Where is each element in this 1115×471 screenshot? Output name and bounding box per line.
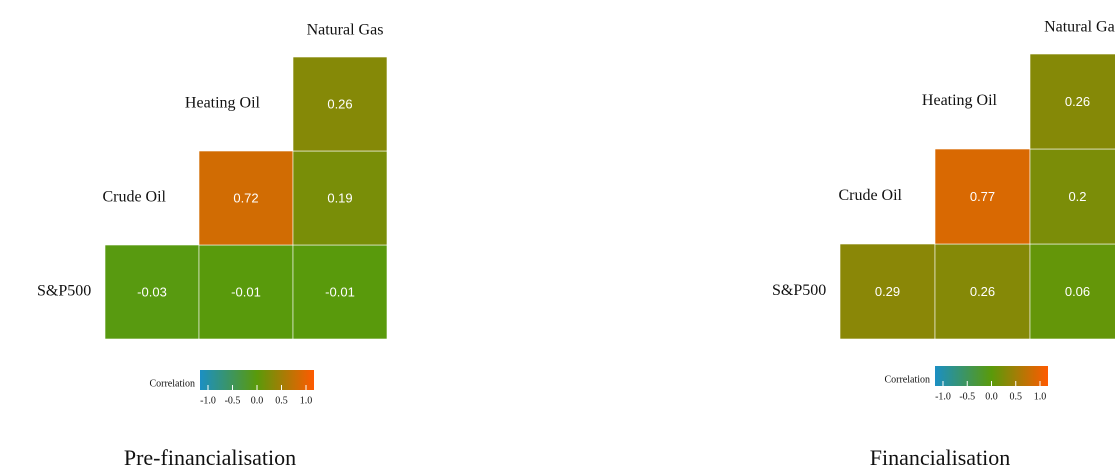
- row-label: Crude Oil: [838, 187, 902, 204]
- legend-title: Correlation: [884, 374, 930, 385]
- cell-label: 0.2: [1068, 189, 1086, 204]
- heat-cell: [934, 148, 1031, 245]
- row-label: S&P500: [37, 283, 91, 300]
- cell-label: 0.77: [970, 189, 995, 204]
- cell-label: 0.19: [327, 190, 352, 205]
- cell-label: 0.26: [1065, 94, 1090, 109]
- cell-label: -0.01: [231, 284, 261, 299]
- heat-cell: [1029, 148, 1115, 245]
- colorbar-tick-label: 1.0: [300, 395, 313, 406]
- colorbar-tick-label: -0.5: [959, 391, 975, 402]
- colorbar-tick-label: -1.0: [935, 391, 951, 402]
- legend-title: Correlation: [149, 378, 195, 389]
- chart-title: Pre-financialisation: [124, 445, 296, 470]
- cell-label: 0.06: [1065, 284, 1090, 299]
- colorbar: [200, 370, 314, 390]
- heat-cell: [198, 150, 294, 246]
- colorbar-tick-label: 1.0: [1034, 391, 1047, 402]
- colorbar-tick-label: 0.5: [1010, 391, 1023, 402]
- column-label: Natural Gas: [1044, 19, 1115, 36]
- row-label: Crude Oil: [102, 189, 166, 206]
- cell-label: 0.72: [233, 190, 258, 205]
- row-label: S&P500: [772, 282, 826, 299]
- heat-cell: [934, 243, 1031, 340]
- row-label: Heating Oil: [185, 95, 261, 112]
- row-label: Heating Oil: [922, 92, 998, 109]
- colorbar-tick-label: 0.5: [275, 395, 288, 406]
- colorbar-tick-label: -0.5: [225, 395, 241, 406]
- heat-cell: [292, 56, 388, 152]
- cell-label: 0.26: [970, 284, 995, 299]
- cell-label: -0.01: [325, 284, 355, 299]
- cell-label: 0.29: [875, 284, 900, 299]
- colorbar: [935, 366, 1048, 386]
- colorbar-tick-label: -1.0: [200, 395, 216, 406]
- colorbar-tick-label: 0.0: [985, 391, 998, 402]
- heat-cell: [104, 244, 200, 340]
- cell-label: -0.03: [137, 284, 167, 299]
- heat-cell: [198, 244, 294, 340]
- colorbar-tick-label: 0.0: [251, 395, 264, 406]
- heat-cell: [839, 243, 936, 340]
- chart-title: Financialisation: [870, 445, 1011, 470]
- cell-label: 0.26: [327, 96, 352, 111]
- column-label: Natural Gas: [307, 22, 384, 39]
- heat-cell: [1029, 53, 1115, 150]
- heat-cell: [292, 150, 388, 246]
